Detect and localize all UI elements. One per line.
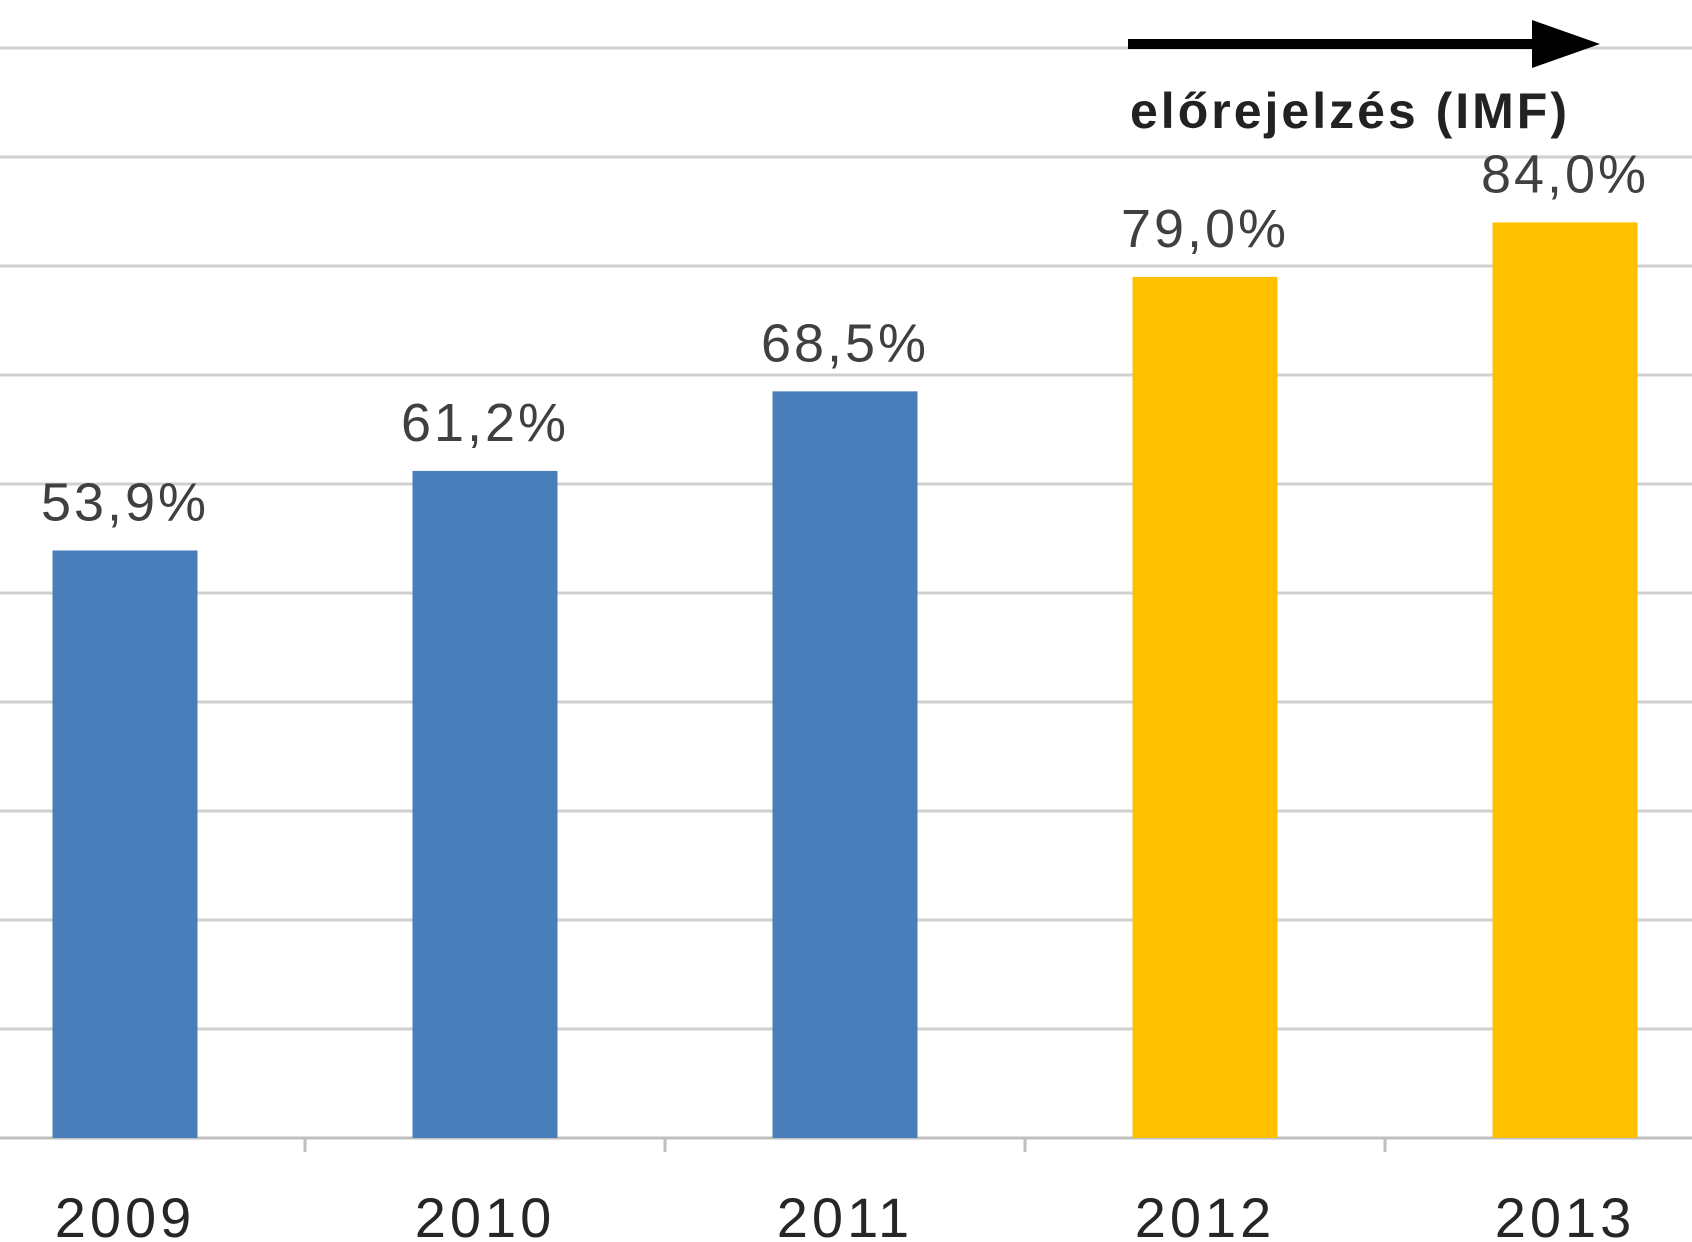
x-tick-label-2013: 2013 — [1495, 1186, 1636, 1242]
x-tick-label-2010: 2010 — [415, 1186, 556, 1242]
bar-2009 — [52, 550, 198, 1138]
bars — [52, 222, 1638, 1139]
x-tick-label-2009: 2009 — [55, 1186, 196, 1242]
bar-2012 — [1132, 276, 1278, 1138]
forecast-arrow-icon — [1532, 20, 1600, 68]
x-tick-label-2012: 2012 — [1135, 1186, 1276, 1242]
forecast-label: előrejelzés (IMF) — [1130, 83, 1570, 139]
data-label-2011: 68,5% — [761, 313, 929, 373]
data-labels: 53,9% 61,2% 68,5% 79,0% 84,0% — [41, 144, 1649, 532]
bar-2013 — [1492, 222, 1638, 1138]
bar-2011 — [772, 391, 918, 1139]
data-label-2013: 84,0% — [1481, 144, 1649, 204]
x-tick-label-2011: 2011 — [777, 1186, 913, 1242]
data-label-2009: 53,9% — [41, 472, 209, 532]
bar-2010 — [412, 470, 558, 1138]
x-axis-ticks: 2009 2010 2011 2012 2013 — [55, 1138, 1636, 1242]
forecast-annotation: előrejelzés (IMF) — [1128, 20, 1600, 139]
data-label-2010: 61,2% — [401, 393, 569, 453]
data-label-2012: 79,0% — [1121, 199, 1289, 259]
